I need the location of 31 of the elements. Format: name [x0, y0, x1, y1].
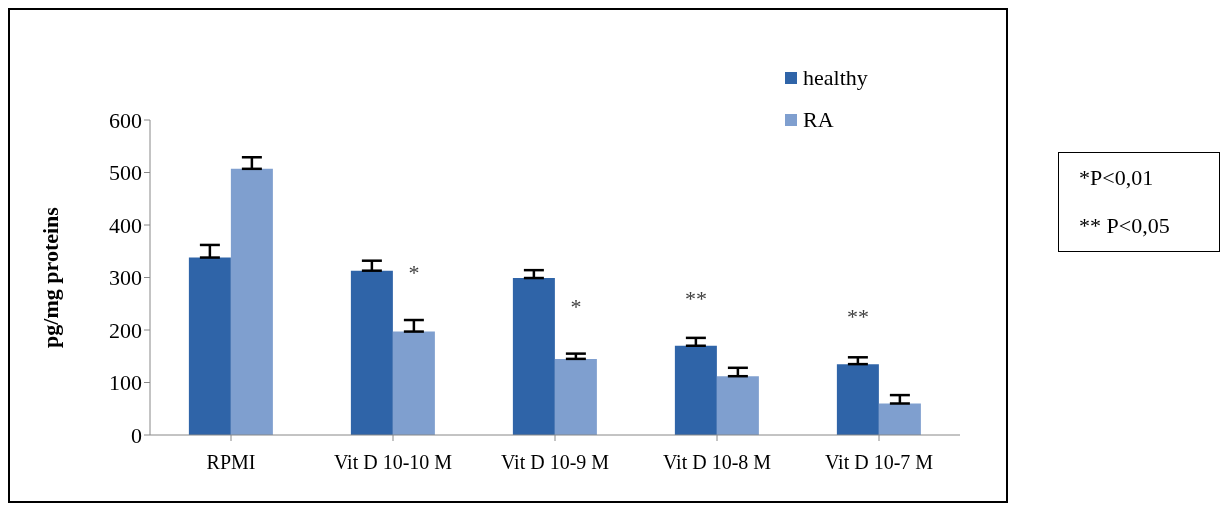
annotation: *: [408, 260, 420, 286]
x-tick-label: Vit D 10-8 M: [662, 451, 772, 474]
bar: [230, 168, 273, 435]
legend-label: RA: [803, 107, 834, 133]
bar: [554, 358, 597, 435]
bar: [836, 364, 879, 435]
y-tick-label: 200: [109, 317, 142, 343]
y-tick-label: 300: [109, 265, 142, 291]
y-tick-label: 100: [109, 370, 142, 396]
bar: [392, 331, 435, 435]
y-tick-label: 400: [109, 212, 142, 238]
x-tick-label: Vit D 10-9 M: [500, 451, 610, 474]
bar: [716, 376, 759, 435]
bar: [188, 257, 231, 435]
annotation: **: [846, 304, 869, 330]
y-tick-label: 500: [109, 160, 142, 186]
bar: [350, 270, 393, 435]
annotation: **: [684, 285, 707, 311]
legend-label: healthy: [803, 65, 868, 91]
text: ** P<0,05: [1079, 213, 1171, 239]
y-tick-label: 0: [131, 422, 142, 448]
bar: [878, 403, 921, 435]
x-tick-label: Vit D 10-7 M: [824, 451, 934, 474]
bar: [674, 345, 717, 435]
x-tick-label: Vit D 10-10 M: [333, 451, 453, 474]
y-axis-title: pg/mg proteins: [37, 206, 63, 348]
text: *P<0,01: [1079, 165, 1155, 191]
x-tick-label: RPMI: [206, 451, 256, 474]
y-tick-label: 600: [109, 107, 142, 133]
annotation: *: [570, 293, 582, 319]
bar: [512, 278, 555, 435]
